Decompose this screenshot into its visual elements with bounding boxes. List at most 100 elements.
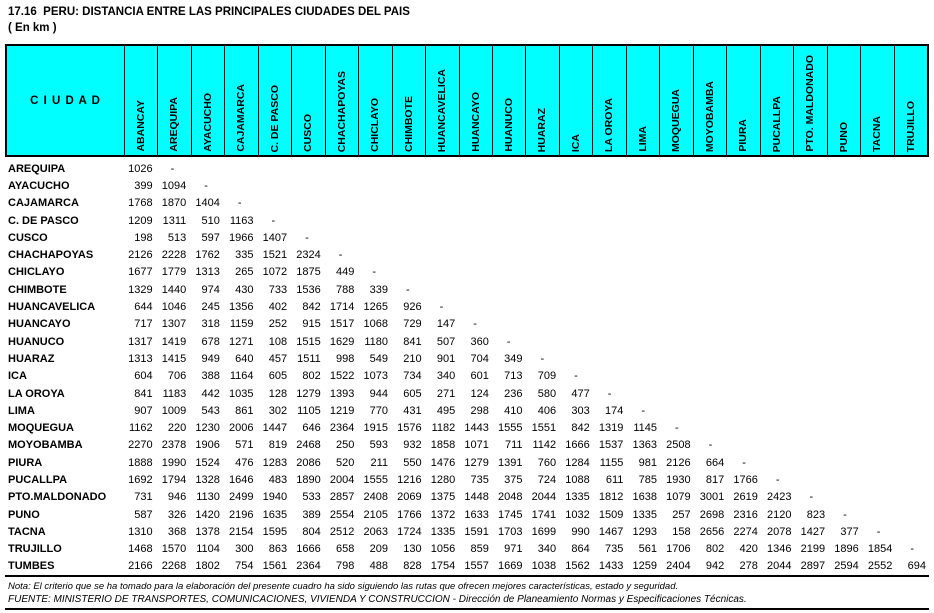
note-source: FUENTE: MINISTERIO DE TRANSPORTES, COMUN…	[8, 594, 747, 606]
distance-cell: 1522	[329, 370, 355, 383]
distance-cell: 1159	[229, 318, 254, 331]
distance-cell: 1646	[229, 473, 254, 486]
distance-cell: 861	[235, 404, 254, 417]
row-label: CUSCO	[8, 231, 48, 244]
distance-cell: 2270	[128, 439, 153, 452]
distance-cell: 1762	[195, 249, 220, 262]
distance-cell: 375	[504, 473, 523, 486]
distance-cell: 449	[336, 266, 355, 279]
column-header-label: PTO. MALDONADO	[804, 55, 817, 152]
distance-cell: -	[876, 525, 881, 538]
distance-cell: 823	[806, 508, 826, 521]
distance-cell: 477	[571, 387, 590, 400]
distance-cell: 664	[705, 456, 725, 469]
table-row-huaraz: HUARAZ 1313 1415 949 640 457 1511 998 549 210 901 7…	[5, 350, 929, 367]
column-header-label: ICA	[569, 133, 582, 152]
column-header-label: PIURA	[737, 119, 750, 152]
distance-cell: 3001	[699, 491, 725, 504]
distance-cell: 907	[134, 404, 153, 417]
column-header-ayacucho: AYACUCHO	[190, 46, 224, 155]
column-header-huanuco: HUANUCO	[492, 46, 525, 155]
distance-cell: 339	[369, 283, 388, 296]
distance-cell: 1415	[161, 352, 187, 365]
distance-cell: 1038	[531, 560, 557, 573]
distance-cell: 717	[134, 318, 153, 331]
column-header-label: CHIMBOTE	[402, 96, 415, 152]
distance-cell: 431	[403, 404, 422, 417]
distance-cell: 785	[638, 473, 657, 486]
distance-cell: 543	[201, 404, 220, 417]
column-header-label: C. DE PASCO	[268, 84, 281, 152]
table-row-chiclayo: CHICLAYO 1677 1779 1313 265 1072 1875 449 -	[5, 264, 929, 281]
distance-cell: 2199	[800, 543, 826, 556]
distance-cell: 1079	[666, 491, 691, 504]
row-label: CHIMBOTE	[8, 283, 67, 296]
distance-cell: 1555	[363, 473, 388, 486]
distance-cell: 1280	[430, 473, 456, 486]
column-header-label: CHACHAPOYAS	[335, 70, 348, 152]
distance-cell: 724	[537, 473, 557, 486]
distance-cell: 571	[235, 439, 254, 452]
table-header: C I U D A D ABANCAY AREQUIPA AYACUCHO CAJAM…	[5, 44, 929, 157]
column-header-moquegua: MOQUEGUA	[659, 46, 692, 155]
distance-cell: 2086	[296, 456, 321, 469]
distance-cell: 1283	[262, 456, 288, 469]
table-row-huanuco: HUANUCO 1317 1419 678 1271 108 1515 1629 1180 841…	[5, 333, 929, 350]
column-header-label: MOQUEGUA	[670, 89, 683, 152]
distance-cell: 1182	[431, 422, 456, 435]
distance-cell: 1209	[128, 214, 153, 227]
row-label: HUANUCO	[8, 335, 65, 348]
column-header-label: AYACUCHO	[201, 93, 214, 152]
distance-cell: 2324	[296, 249, 321, 262]
distance-cell: -	[237, 197, 242, 210]
distance-cell: 549	[369, 352, 388, 365]
table-row-c-de-pasco: C. DE PASCO 1209 1311 510 1163 -	[5, 212, 929, 229]
distance-cell: 1638	[632, 491, 657, 504]
distance-cell: -	[607, 387, 612, 400]
distance-cell: 1346	[767, 543, 792, 556]
column-header-chimbote: CHIMBOTE	[391, 46, 425, 155]
distance-cell: 915	[302, 318, 321, 331]
distance-cell: 1310	[128, 525, 153, 538]
distance-cell: 1591	[464, 525, 489, 538]
row-label: HUARAZ	[8, 352, 55, 365]
page-subtitle: ( En km )	[8, 22, 57, 34]
distance-cell: 147	[436, 318, 456, 331]
distance-cell: 611	[605, 473, 624, 486]
column-header-abancay: ABANCAY	[124, 46, 157, 155]
distance-cell: 802	[302, 370, 321, 383]
page-title: 17.16 PERU: DISTANCIA ENTRE LAS PRINCIPA…	[8, 6, 410, 18]
distance-cell: 593	[369, 439, 388, 452]
distance-cell: 2404	[666, 560, 691, 573]
column-header-cajamarca: CAJAMARCA	[224, 46, 257, 155]
distance-cell: 326	[167, 508, 187, 521]
distance-table: C I U D A D ABANCAY AREQUIPA AYACUCHO CAJAM…	[5, 44, 929, 578]
table-row-ica: ICA 604 706 388 1164 605 802 1522 1073 734 340 601 7…	[5, 368, 929, 385]
column-header-puno: PUNO	[826, 46, 860, 155]
column-header-arequipa: AREQUIPA	[157, 46, 190, 155]
distance-cell: 819	[268, 439, 288, 452]
table-row-cusco: CUSCO 198 513 597 1966 1407 -	[5, 229, 929, 246]
distance-cell: 1511	[297, 352, 321, 365]
distance-cell: 735	[605, 543, 624, 556]
distance-cell: -	[204, 179, 208, 192]
table-row-moyobamba: MOYOBAMBA 2270 2378 1906 571 819 2468 250 593 932…	[5, 437, 929, 454]
distance-cell: 711	[504, 439, 523, 452]
distance-cell: 1703	[498, 525, 523, 538]
distance-cell: 1509	[598, 508, 624, 521]
distance-cell: 1035	[229, 387, 254, 400]
distance-cell: 128	[268, 387, 288, 400]
distance-cell: 1230	[195, 422, 220, 435]
column-header-label: CAJAMARCA	[235, 84, 248, 152]
distance-cell: -	[305, 231, 309, 244]
distance-cell: 2044	[531, 491, 557, 504]
column-header-trujillo: TRUJILLO	[893, 46, 927, 155]
distance-cell: 533	[302, 491, 321, 504]
distance-cell: 2857	[329, 491, 355, 504]
notes: Nota: El criterio que se ha tomado para …	[5, 578, 929, 611]
distance-cell: 1094	[161, 179, 187, 192]
distance-cell: 388	[201, 370, 220, 383]
distance-cell: 298	[470, 404, 489, 417]
distance-cell: 901	[436, 352, 456, 365]
